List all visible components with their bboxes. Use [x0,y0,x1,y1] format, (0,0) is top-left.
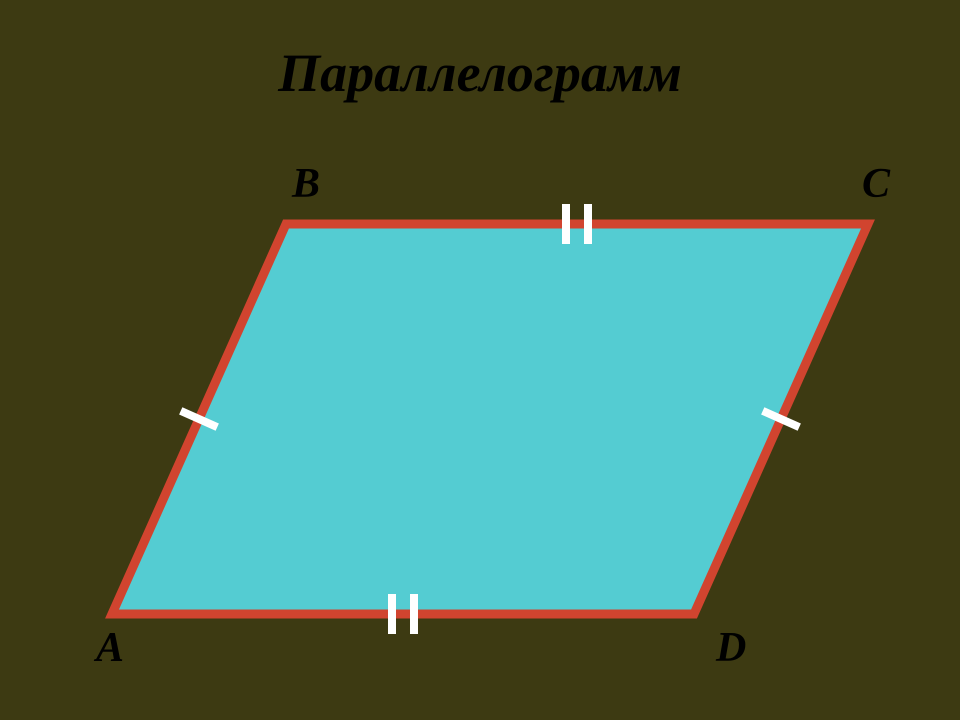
vertex-label-A: A [96,624,124,672]
vertex-label-B: B [292,160,320,208]
diagram-title: Параллелограмм [0,42,960,104]
parallelogram-shape [112,224,868,614]
diagram-canvas [0,0,960,720]
vertex-label-C: C [862,160,890,208]
vertex-label-D: D [716,624,746,672]
